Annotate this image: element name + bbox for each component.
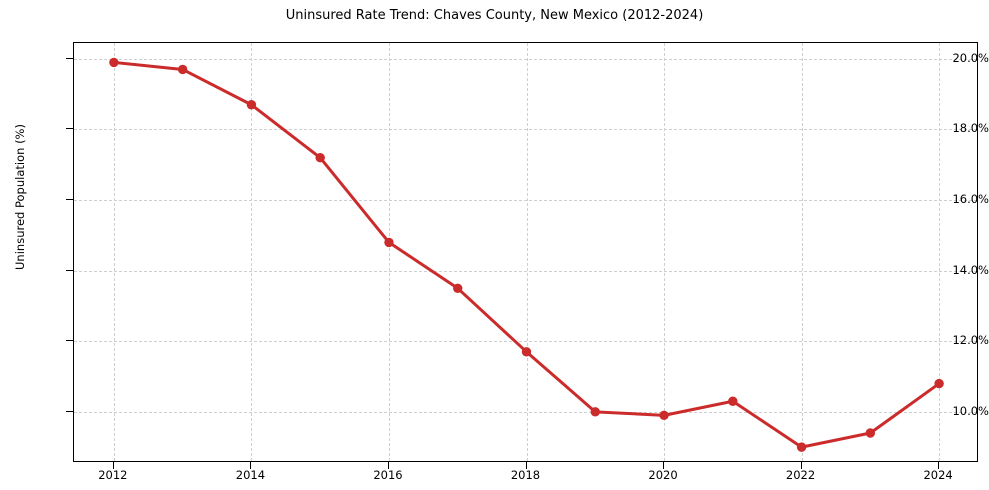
y-tick-mark	[66, 199, 73, 201]
x-tick-mark	[938, 462, 940, 469]
data-point	[109, 57, 119, 68]
x-tick-label: 2024	[923, 468, 953, 482]
gridline-vertical	[251, 43, 253, 461]
data-point	[865, 428, 876, 438]
gridline-vertical	[113, 43, 115, 461]
x-tick-mark	[250, 462, 252, 469]
x-tick-label: 2012	[98, 468, 128, 482]
data-point	[728, 396, 738, 406]
gridline-vertical	[664, 43, 666, 461]
y-tick-label: 12.0%	[952, 333, 989, 348]
data-point	[246, 100, 257, 110]
gridline-vertical	[526, 43, 528, 461]
x-tick-mark	[525, 462, 527, 469]
y-axis-label: Uninsured Population (%)	[13, 124, 27, 270]
x-tick-label: 2018	[510, 468, 541, 482]
y-tick-mark	[66, 128, 73, 130]
y-tick-label: 20.0%	[952, 50, 989, 65]
data-point	[384, 237, 394, 248]
y-tick-mark	[66, 269, 73, 271]
data-series-uninsured-rate	[109, 57, 944, 452]
y-tick-label: 10.0%	[952, 403, 989, 418]
chart-title: Uninsured Rate Trend: Chaves County, New…	[285, 8, 704, 23]
data-point	[590, 407, 600, 417]
gridline-vertical	[388, 43, 390, 461]
y-tick-mark	[66, 340, 73, 342]
y-tick-label: 16.0%	[952, 192, 989, 207]
gridline-vertical	[939, 43, 941, 461]
data-point	[796, 442, 807, 452]
data-point	[315, 153, 325, 163]
x-tick-mark	[112, 462, 114, 469]
data-point	[453, 283, 463, 293]
data-point	[521, 347, 532, 357]
x-tick-mark	[800, 462, 802, 469]
y-tick-label: 14.0%	[952, 262, 989, 277]
gridline-horizontal	[74, 341, 977, 343]
gridline-horizontal	[74, 58, 977, 60]
data-point	[934, 378, 944, 389]
data-point	[659, 410, 669, 421]
y-tick-mark	[66, 410, 73, 412]
x-tick-label: 2016	[373, 468, 403, 482]
x-tick-label: 2022	[785, 468, 816, 482]
gridline-vertical	[801, 43, 803, 461]
x-tick-mark	[663, 462, 665, 469]
x-tick-label: 2020	[648, 468, 678, 482]
gridline-horizontal	[74, 200, 977, 202]
data-point	[177, 64, 188, 75]
y-tick-label: 18.0%	[952, 121, 989, 136]
x-tick-mark	[387, 462, 389, 469]
gridline-horizontal	[74, 129, 977, 131]
gridline-horizontal	[74, 270, 977, 272]
plot-area	[73, 42, 978, 462]
series-line	[112, 60, 941, 449]
series-markers	[109, 57, 944, 452]
x-tick-label: 2014	[235, 468, 266, 482]
gridline-horizontal	[74, 411, 977, 413]
y-tick-mark	[66, 57, 73, 59]
